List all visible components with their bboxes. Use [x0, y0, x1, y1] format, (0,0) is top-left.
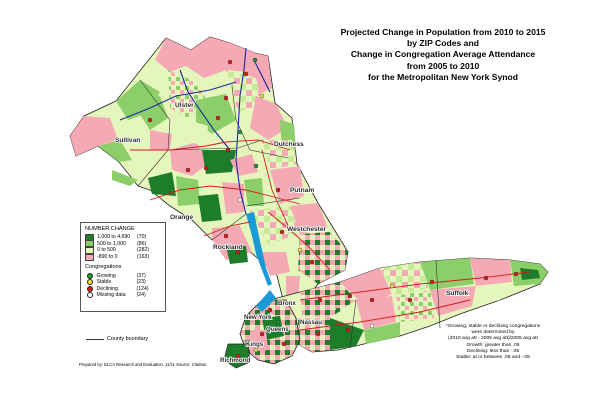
label-new-york: New York — [244, 314, 272, 321]
label-queens: Queens — [266, 326, 289, 333]
legend-congregation-label: Declining — [96, 285, 118, 292]
legend-range: 1,000 to 4,690 — [97, 234, 131, 241]
label-sullivan: Sullivan — [115, 137, 140, 144]
title-line-2: by ZIP Codes and — [407, 38, 479, 49]
label-ulster: Ulster — [175, 102, 194, 109]
county-boundary-label: County boundary — [107, 336, 149, 342]
zip-zones-long-island — [298, 258, 548, 352]
legend-class-row: -890 to 0 (163) — [85, 253, 162, 261]
map-legend: NUMBER CHANGE 1,000 to 4,690 (70) 500 to… — [80, 222, 166, 312]
label-putnam: Putnam — [290, 187, 314, 194]
method-note: *Growing, stable or declining congregati… — [421, 324, 565, 361]
label-richmond: Richmond — [220, 357, 250, 364]
title-line-3: Change in Congregation Average Attendanc… — [350, 49, 536, 60]
note-line-4: Growth: greater than .05 — [466, 342, 520, 348]
boundary-line-icon — [86, 338, 104, 340]
note-line-5: Declining: less than -.05 — [466, 348, 520, 354]
swatch-high — [85, 233, 94, 241]
legend-range: 500 to 1,000 — [97, 240, 126, 247]
map-title: Projected Change in Population from 2010… — [318, 27, 568, 83]
label-westchester: Westchester — [287, 226, 327, 233]
legend-congregation-row: Stable (23) — [85, 279, 162, 286]
legend-congregation-label: Growing — [96, 272, 116, 279]
legend-congregation-count: (23) — [136, 279, 146, 286]
swatch-mid — [85, 240, 94, 248]
label-suffolk: Suffolk — [446, 290, 469, 297]
legend-count: (282) — [137, 247, 150, 254]
congregation-points — [147, 57, 519, 359]
label-rockland: Rockland — [213, 244, 243, 251]
county-boundary-key: County boundary — [86, 336, 148, 342]
legend-congregation-label: Missing data — [96, 292, 126, 299]
legend-congregations-heading: Congregations — [85, 264, 122, 271]
roads — [130, 139, 531, 331]
label-orange: Orange — [170, 214, 193, 221]
legend-range: -890 to 0 — [97, 254, 118, 261]
swatch-low — [85, 246, 94, 254]
hudson-river — [246, 212, 272, 286]
legend-class-row: 1,000 to 4,690 (70) — [85, 233, 162, 241]
label-kings: Kings — [246, 341, 264, 348]
legend-heading: NUMBER CHANGE — [85, 226, 135, 232]
note-line-3: (2010 avg att - 2005 avg att)/2005 avg a… — [448, 336, 538, 342]
legend-congregation-label: Stable — [96, 279, 112, 286]
legend-count: (163) — [137, 254, 150, 261]
title-line-5: for the Metropolitan New York Synod — [367, 71, 519, 82]
legend-count: (86) — [137, 240, 147, 247]
title-line-4: from 2005 to 2010 — [406, 60, 480, 71]
legend-congregation-count: (37) — [136, 272, 146, 279]
note-line-1: *Growing, stable or declining congregati… — [445, 324, 541, 329]
legend-congregation-count: (24) — [136, 292, 146, 299]
county-boundaries — [137, 79, 441, 349]
rivers — [119, 47, 271, 215]
legend-congregation-count: (124) — [136, 285, 149, 292]
legend-congregation-row: Declining (124) — [85, 285, 162, 293]
county-labels: Ulster Sullivan Dutchess Putnam Orange W… — [114, 101, 469, 365]
credit-line: Prepared by: ELCA Research and Evaluatio… — [79, 362, 206, 367]
label-bronx: Bronx — [278, 300, 296, 307]
east-river — [256, 290, 276, 312]
legend-range: 0 to 500 — [97, 247, 116, 254]
legend-class-row: 0 to 500 (282) — [85, 246, 162, 254]
label-nassau: Nassau — [300, 319, 322, 326]
label-dutchess: Dutchess — [274, 141, 304, 148]
growing-dot-icon — [86, 272, 93, 279]
note-line-6: Stable: at or between .05 and -.05 — [456, 355, 530, 361]
legend-class-row: 500 to 1,000 (86) — [85, 240, 162, 248]
legend-count: (70) — [137, 234, 147, 241]
missing-data-dot-icon — [86, 292, 93, 299]
declining-dot-icon — [86, 285, 93, 292]
note-line-2: were determined by — [471, 330, 515, 336]
stable-dot-icon — [86, 279, 93, 286]
swatch-neg — [85, 253, 94, 261]
title-line-1: Projected Change in Population from 2010… — [340, 27, 546, 37]
legend-congregation-row: Missing data (24) — [85, 292, 162, 299]
legend-congregation-row: Growing (37) — [85, 272, 162, 279]
